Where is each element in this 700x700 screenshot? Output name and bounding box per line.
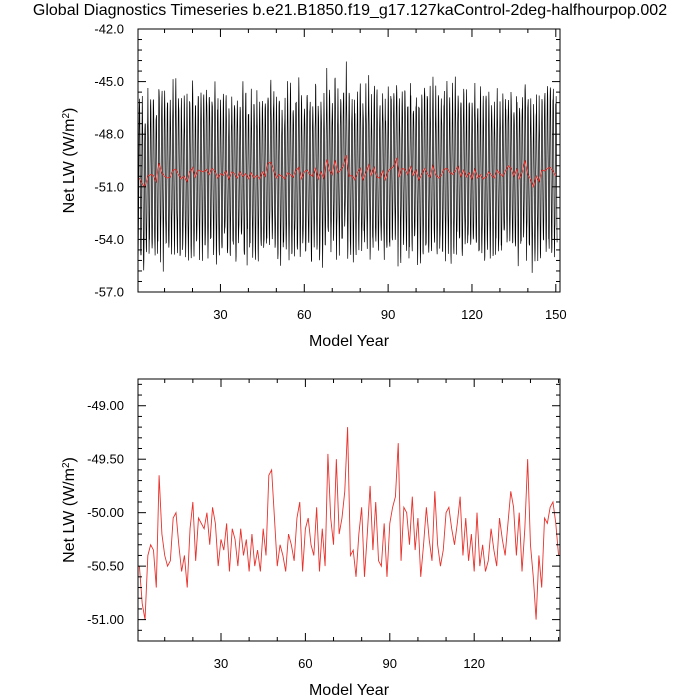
bottom-panel: 30 60 90 120-51.00-50.50-50.00-49.50-49.00 … <box>61 378 561 699</box>
bottom-axis-ticks: 30 60 90 120 -51.00 -50.50 -50.00 -49.50 -49.00 <box>87 379 560 671</box>
y-tick-label: -51.00 <box>87 612 124 627</box>
top-y-axis-title-close: ) <box>61 108 78 113</box>
page-title: Global Diagnostics Timeseries b.e21.B185… <box>32 2 668 19</box>
y-tick-label: -45.0 <box>94 74 124 89</box>
x-tick-label: 60 <box>297 307 311 322</box>
x-tick-label: 120 <box>461 307 483 322</box>
y-tick-label: -57.0 <box>94 285 124 300</box>
x-tick-label: 150 <box>545 307 567 322</box>
y-tick-label: -54.0 <box>94 232 124 247</box>
x-tick-label: 30 <box>213 307 227 322</box>
y-tick-label: -50.50 <box>87 559 124 574</box>
x-tick-label: 90 <box>383 656 397 671</box>
bottom-y-axis-title: Net LW (W/m2) <box>61 457 79 563</box>
bottom-plot-area <box>138 427 560 620</box>
top-x-axis-title: Model Year <box>309 333 390 350</box>
x-tick-label: 90 <box>381 307 395 322</box>
top-y-axis-title-sup: 2 <box>61 113 72 119</box>
x-tick-label: 30 <box>214 656 228 671</box>
y-tick-label: -42.0 <box>94 22 124 37</box>
bottom-y-axis-title-close: ) <box>61 457 78 462</box>
bottom-plot-frame <box>137 378 561 642</box>
annual-mean-series-line <box>138 427 560 620</box>
annual-mean-series-line <box>138 155 557 189</box>
x-tick-label: 120 <box>463 656 485 671</box>
y-tick-label: -49.50 <box>87 452 124 467</box>
top-y-axis-title: Net LW (W/m2) <box>61 108 79 214</box>
bottom-x-axis-title: Model Year <box>309 682 390 699</box>
x-tick-label: 60 <box>298 656 312 671</box>
y-tick-label: -50.00 <box>87 505 124 520</box>
top-plot-area <box>138 61 558 273</box>
bottom-y-axis-title-sup: 2 <box>61 462 72 468</box>
y-tick-label: -48.0 <box>94 127 124 142</box>
top-plot-frame <box>137 28 561 293</box>
y-tick-label: -49.00 <box>87 398 124 413</box>
monthly-series-line <box>138 61 558 273</box>
y-tick-label: -51.0 <box>94 179 124 194</box>
top-y-axis-title-main: Net LW (W/m <box>61 119 78 214</box>
bottom-y-axis-title-main: Net LW (W/m <box>61 468 78 563</box>
top-panel: 30 60 90 120 150 -57.0 -54.0 -51.0 -48.0 -45.0 -42… <box>61 22 567 351</box>
top-axis-ticks: 30 60 90 120 150 -57.0 -54.0 -51.0 -48.0 -45.0 -42… <box>94 22 566 323</box>
